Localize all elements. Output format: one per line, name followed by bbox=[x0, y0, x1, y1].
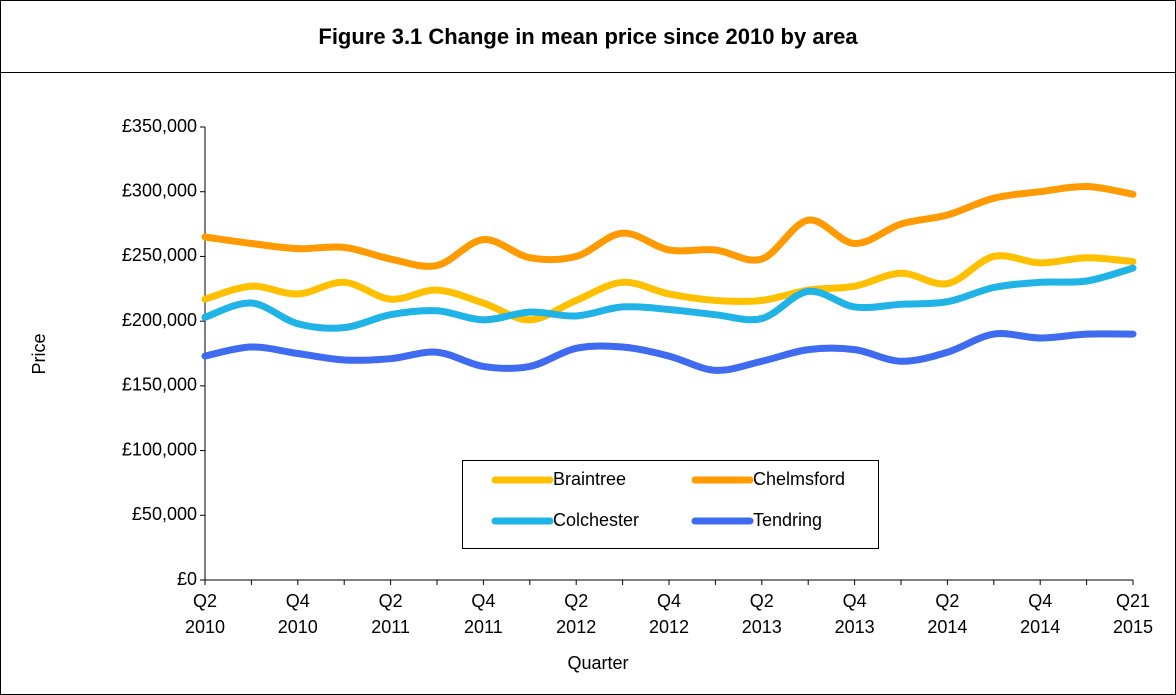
y-tick-label: £250,000 bbox=[122, 245, 197, 265]
x-tick-label: Q4 2013 bbox=[835, 591, 875, 637]
x-tick-label: Q4 2011 bbox=[464, 591, 503, 637]
legend-label: Braintree bbox=[553, 469, 626, 489]
y-axis-label: Price bbox=[29, 333, 49, 374]
x-tick-label: Q2 2010 bbox=[185, 591, 225, 637]
legend-label: Tendring bbox=[753, 510, 822, 530]
y-tick-label: £150,000 bbox=[122, 375, 197, 395]
series-line bbox=[201, 183, 1137, 270]
x-tick-label: Q4 2012 bbox=[649, 591, 689, 637]
x-tick-label: Q4 2014 bbox=[1020, 591, 1060, 637]
legend-label: Colchester bbox=[553, 510, 639, 530]
x-tick-label: Q21 2015 bbox=[1113, 591, 1153, 637]
x-tick-label: Q2 2012 bbox=[556, 591, 596, 637]
x-tick-label: Q4 2010 bbox=[278, 591, 318, 637]
legend-box bbox=[462, 460, 879, 549]
series-line bbox=[201, 252, 1137, 324]
x-tick-label: Q2 2011 bbox=[371, 591, 410, 637]
y-tick-label: £100,000 bbox=[122, 439, 197, 459]
x-axis-label: Quarter bbox=[567, 653, 628, 673]
legend-label: Chelmsford bbox=[753, 469, 845, 489]
series-line bbox=[201, 330, 1137, 374]
y-tick-label: £0 bbox=[177, 569, 197, 589]
x-tick-label: Q2 2013 bbox=[742, 591, 782, 637]
chart-title: Figure 3.1 Change in mean price since 20… bbox=[318, 24, 858, 49]
x-tick-label: Q2 2014 bbox=[927, 591, 967, 637]
series-line bbox=[201, 264, 1137, 332]
y-tick-label: £50,000 bbox=[132, 504, 197, 524]
y-tick-label: £350,000 bbox=[122, 116, 197, 136]
y-tick-label: £200,000 bbox=[122, 310, 197, 330]
legend: Braintree Chelmsford Colchester Tendring bbox=[462, 460, 879, 549]
y-tick-label: £300,000 bbox=[122, 180, 197, 200]
